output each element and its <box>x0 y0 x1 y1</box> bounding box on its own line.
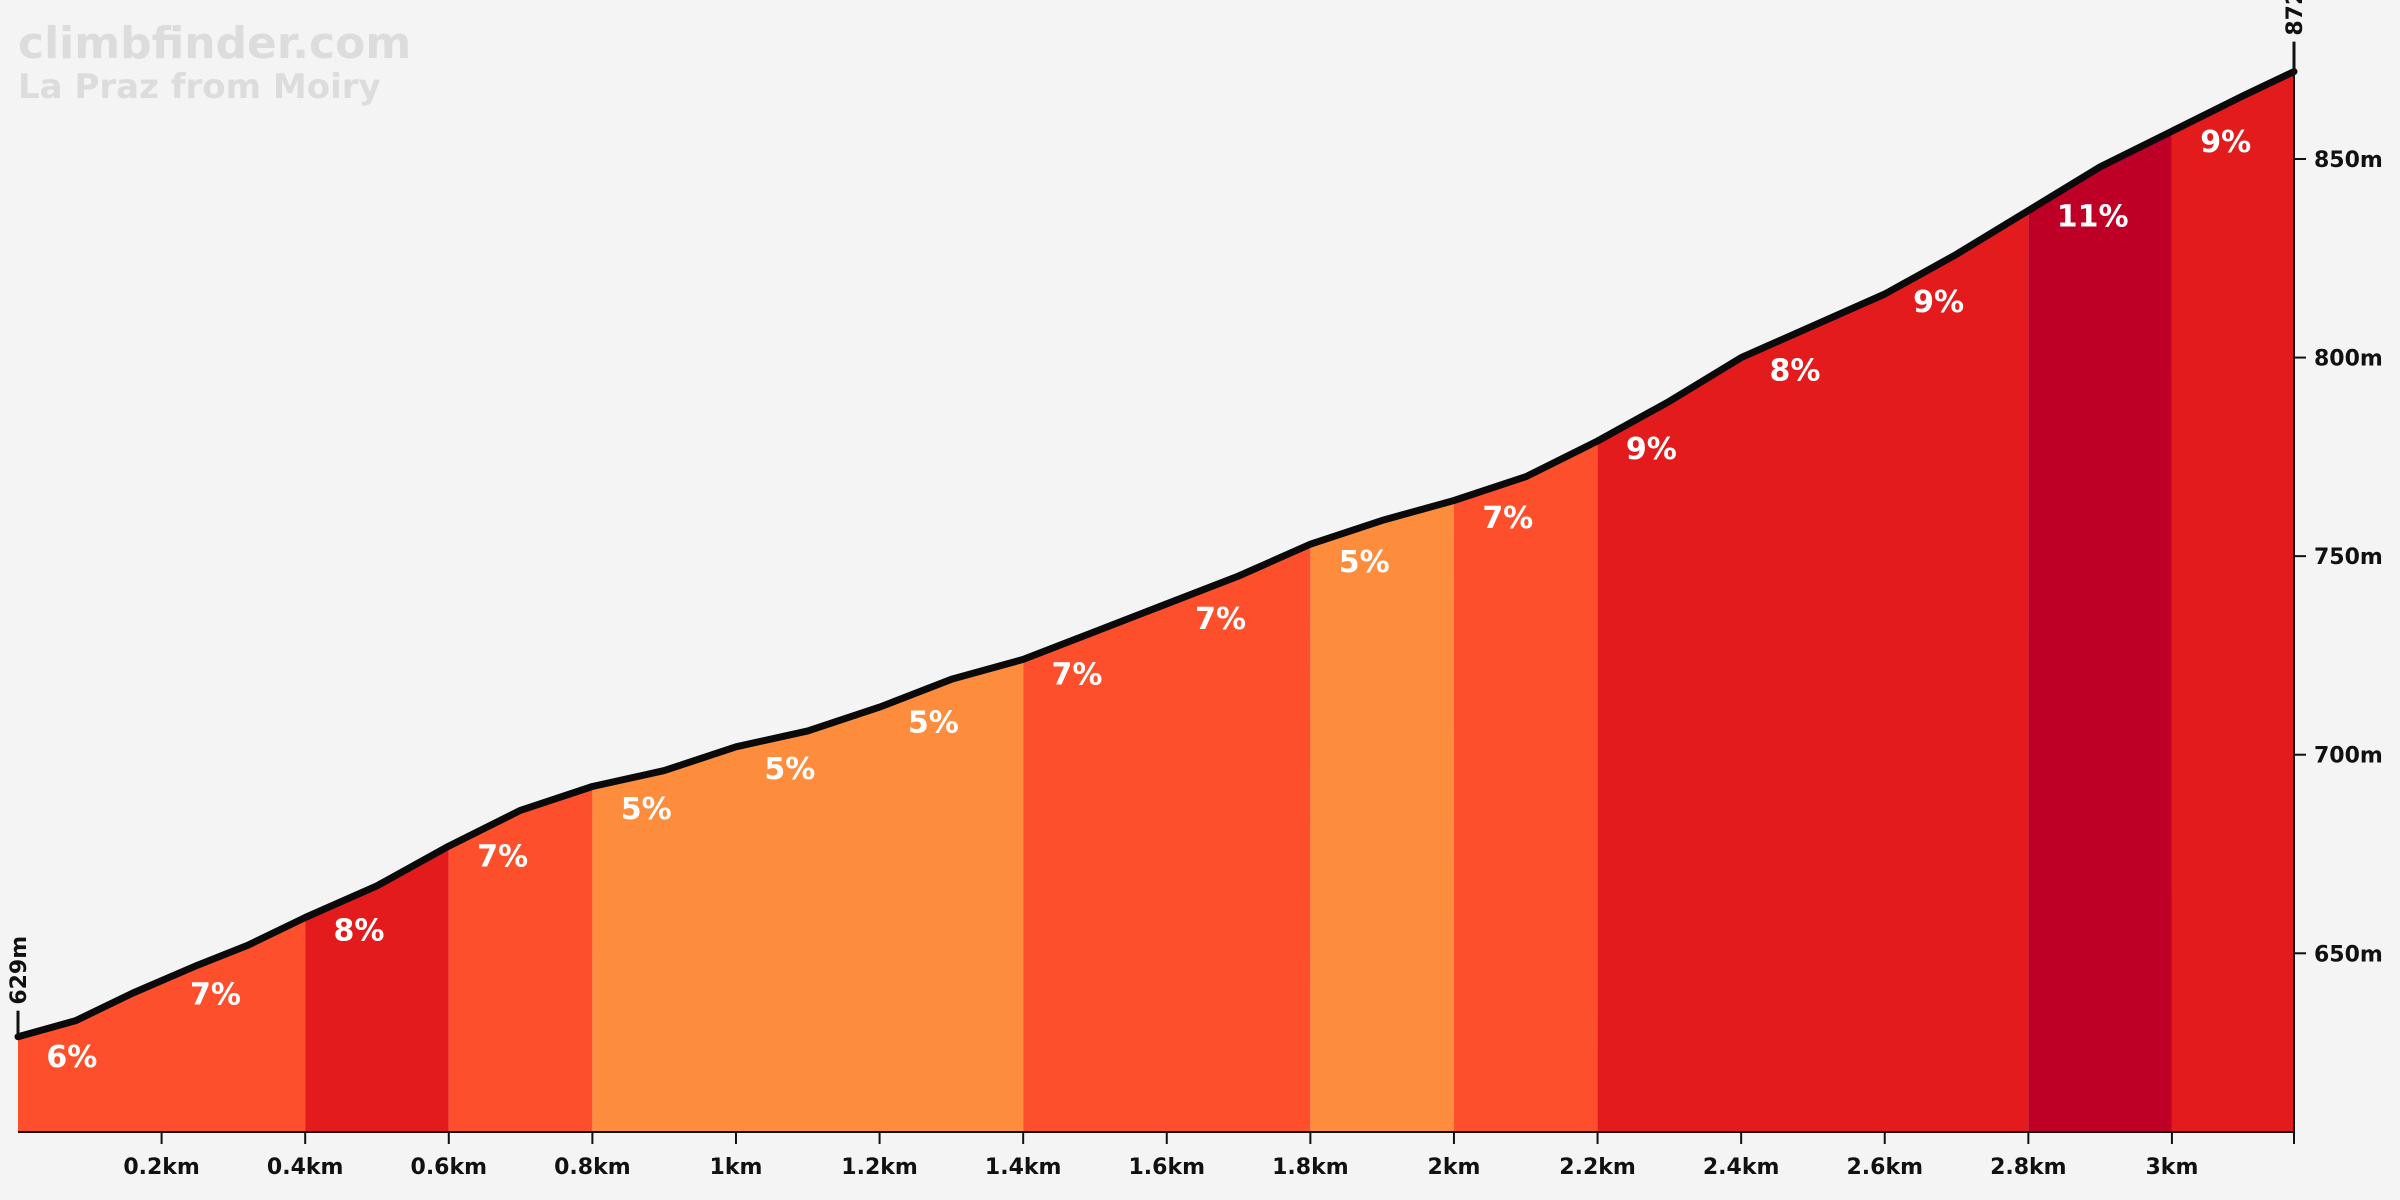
gradient-label-11: 9% <box>1626 432 1677 467</box>
gradient-label-6: 5% <box>908 705 959 740</box>
x-tick-label-8: 1.8km <box>1272 1155 1349 1180</box>
y-tick-label-3: 800m <box>2314 347 2383 372</box>
x-tick-label-3: 0.8km <box>554 1155 631 1180</box>
gradient-label-7: 7% <box>1052 658 1103 693</box>
gradient-label-15: 9% <box>2200 125 2251 160</box>
gradient-segment-4 <box>1023 544 1311 1132</box>
gradient-segment-3 <box>592 659 1024 1132</box>
x-tick-label-13: 2.8km <box>1990 1155 2067 1180</box>
gradient-labels: 6% 7% 8% 7% 5% 5% 5% 7% 7% 5% 7% 9% 8% 9% 11% 9% <box>46 125 2251 1075</box>
gradient-label-14: 11% <box>2057 199 2129 234</box>
gradient-label-0: 6% <box>46 1040 97 1075</box>
gradient-label-1: 7% <box>190 977 241 1012</box>
gradient-label-12: 8% <box>1770 354 1821 389</box>
gradient-segment-0 <box>18 917 306 1132</box>
endpoint-markers: 629m 872m <box>7 0 2308 1037</box>
gradient-label-2: 8% <box>334 913 385 948</box>
y-tick-label-4: 850m <box>2314 148 2383 173</box>
x-tick-label-12: 2.6km <box>1846 1155 1923 1180</box>
profile-line <box>14 68 2298 1041</box>
start-elevation-label: 629m <box>7 936 32 1005</box>
x-tick-label-6: 1.4km <box>985 1155 1062 1180</box>
x-axis: 0.2km 0.4km 0.6km 0.8km 1km 1.2km 1.4km 1.6km 1.… <box>18 1131 2295 1180</box>
x-tick-label-0: 0.2km <box>123 1155 200 1180</box>
y-tick-label-2: 750m <box>2314 545 2383 570</box>
x-tick-label-5: 1.2km <box>841 1155 918 1180</box>
x-tick-label-14: 3km <box>2146 1155 2199 1180</box>
gradient-label-4: 5% <box>621 792 672 827</box>
end-elevation-label: 872m <box>2283 0 2308 36</box>
watermark-climb: La Praz from Moiry <box>18 67 381 107</box>
gradient-segments <box>18 71 2294 1133</box>
x-tick-label-4: 1km <box>710 1155 763 1180</box>
y-tick-label-0: 650m <box>2314 942 2383 967</box>
gradient-segment-7 <box>1597 210 2029 1133</box>
x-tick-label-11: 2.4km <box>1703 1155 1780 1180</box>
gradient-label-3: 7% <box>477 840 528 875</box>
gradient-segment-8 <box>2028 131 2172 1132</box>
y-axis: 650m 700m 750m 800m 850m <box>2293 71 2383 1132</box>
gradient-label-5: 5% <box>764 752 815 787</box>
x-tick-label-7: 1.6km <box>1129 1155 1206 1180</box>
gradient-label-9: 5% <box>1339 545 1390 580</box>
gradient-segment-2 <box>448 786 593 1132</box>
gradient-label-13: 9% <box>1913 285 1964 320</box>
gradient-label-10: 7% <box>1482 501 1533 536</box>
y-tick-label-1: 700m <box>2314 744 2383 769</box>
x-tick-label-1: 0.4km <box>267 1155 344 1180</box>
watermark-site: climbfinder.com <box>18 18 411 69</box>
x-tick-label-10: 2.2km <box>1559 1155 1636 1180</box>
gradient-segment-9 <box>2171 71 2294 1133</box>
gradient-label-8: 7% <box>1195 602 1246 637</box>
gradient-segment-5 <box>1310 500 1454 1132</box>
gradient-segment-1 <box>305 846 449 1132</box>
x-tick-label-9: 2km <box>1428 1155 1481 1180</box>
x-tick-label-2: 0.6km <box>411 1155 488 1180</box>
gradient-segment-6 <box>1453 441 1598 1132</box>
